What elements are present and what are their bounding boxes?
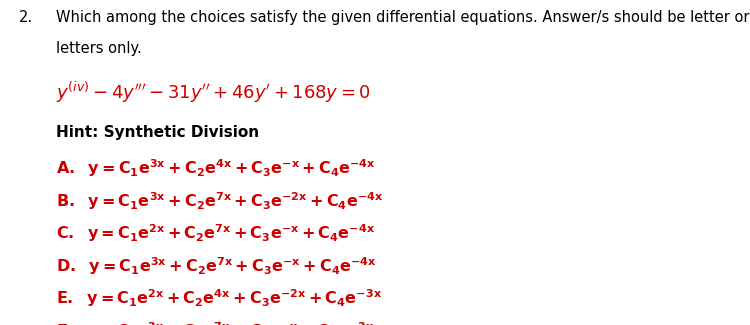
Text: $\mathbf{B.\ \ y = C_1e^{3x} + C_2e^{7x} + C_3e^{-2x} + C_4e^{-4x}}$: $\mathbf{B.\ \ y = C_1e^{3x} + C_2e^{7x}… [56,190,383,212]
Text: $\mathbf{F.\ \ y = C_1e^{3x} + C_2e^{7x} + C_3e^{-x} + C_4e^{-3x}}$: $\mathbf{F.\ \ y = C_1e^{3x} + C_2e^{7x}… [56,320,374,325]
Text: $\mathbf{D.\ \ y = C_1e^{3x} + C_2e^{7x} + C_3e^{-x} + C_4e^{-4x}}$: $\mathbf{D.\ \ y = C_1e^{3x} + C_2e^{7x}… [56,255,377,277]
Text: $\mathbf{\mathit{y^{(iv)} - 4y^{\prime\prime\prime} - 31y^{\prime\prime} + 46y^{: $\mathbf{\mathit{y^{(iv)} - 4y^{\prime\p… [56,80,371,105]
Text: $\mathbf{E.\ \ y = C_1e^{2x} + C_2e^{4x} + C_3e^{-2x} + C_4e^{-3x}}$: $\mathbf{E.\ \ y = C_1e^{2x} + C_2e^{4x}… [56,288,382,309]
Text: Which among the choices satisfy the given differential equations. Answer/s shoul: Which among the choices satisfy the give… [56,10,750,25]
Text: Hint: Synthetic Division: Hint: Synthetic Division [56,125,260,140]
Text: $\mathbf{A.\ \ y = C_1e^{3x} + C_2e^{4x} + C_3e^{-x} + C_4e^{-4x}}$: $\mathbf{A.\ \ y = C_1e^{3x} + C_2e^{4x}… [56,158,376,179]
Text: 2.: 2. [19,10,33,25]
Text: letters only.: letters only. [56,41,142,56]
Text: $\mathbf{C.\ \ y = C_1e^{2x} + C_2e^{7x} + C_3e^{-x} + C_4e^{-4x}}$: $\mathbf{C.\ \ y = C_1e^{2x} + C_2e^{7x}… [56,223,375,244]
